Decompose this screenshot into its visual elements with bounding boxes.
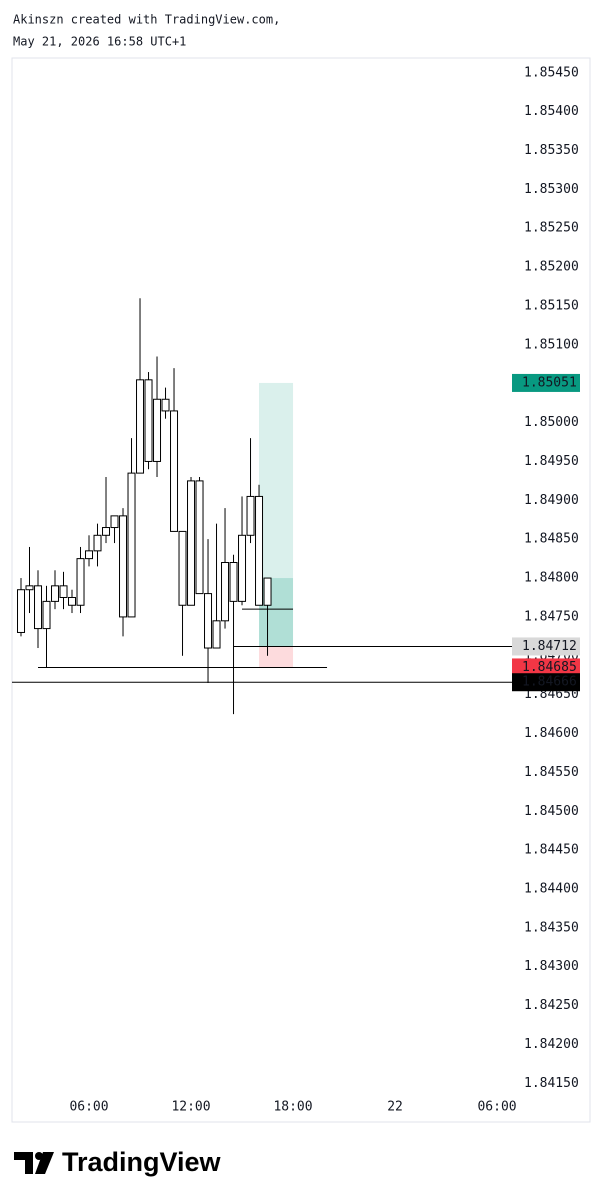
- candle-body: [195, 480, 204, 595]
- candle-body: [85, 550, 94, 560]
- price-label: 1.85051: [522, 375, 577, 390]
- stop-zone: [259, 646, 294, 668]
- price-label: 1.84685: [522, 660, 577, 675]
- candle-body: [221, 562, 230, 622]
- candle-body: [246, 495, 255, 536]
- y-tick-label: 1.84850: [524, 532, 579, 547]
- y-tick-label: 1.85350: [524, 143, 579, 158]
- candle-body: [93, 534, 102, 552]
- candle-body: [263, 577, 272, 606]
- candle-body: [127, 472, 136, 618]
- y-tick-label: 1.85150: [524, 298, 579, 313]
- time-axis: 06:00 12:00 18:00 22 06:00: [69, 1100, 516, 1115]
- y-tick-label: 1.85400: [524, 104, 579, 119]
- header-date: May 21, 2026 16:58 UTC+1: [13, 35, 186, 49]
- candle-body: [212, 620, 221, 649]
- x-tick-label: 12:00: [171, 1100, 210, 1115]
- price-label-bg: [512, 658, 580, 677]
- brand-name: TradingView: [62, 1147, 222, 1177]
- y-tick-label: 1.84400: [524, 881, 579, 896]
- y-tick-label: 1.84800: [524, 571, 579, 586]
- y-tick-label: 1.85450: [524, 65, 579, 80]
- y-tick-label: 1.85300: [524, 182, 579, 197]
- candle-body: [136, 379, 145, 474]
- candle-body: [17, 589, 26, 633]
- y-tick-label: 1.84300: [524, 959, 579, 974]
- chart-frame: [11, 57, 591, 1123]
- price-label: 1.84666: [522, 675, 577, 690]
- candle-body: [161, 398, 170, 412]
- candle-body: [25, 585, 34, 591]
- candle-body: [238, 534, 247, 602]
- logo: TradingView: [14, 1147, 222, 1177]
- y-tick-label: 1.84950: [524, 454, 579, 469]
- x-tick-label: 06:00: [69, 1100, 108, 1115]
- candle-body: [76, 558, 85, 606]
- y-tick-label: 1.84250: [524, 998, 579, 1013]
- candle-body: [110, 515, 119, 529]
- header-author: Akinszn created with TradingView.com,: [13, 13, 280, 27]
- candle-body: [144, 379, 153, 462]
- candle-body: [59, 585, 68, 598]
- plot-area: [12, 298, 512, 715]
- candle-body: [170, 410, 179, 532]
- y-tick-label: 1.84500: [524, 804, 579, 819]
- y-tick-label: 1.84750: [524, 609, 579, 624]
- y-tick-label: 1.84350: [524, 920, 579, 935]
- candle-body: [178, 530, 187, 606]
- price-label-bg: [512, 373, 580, 392]
- candle-body: [34, 585, 43, 630]
- price-label-bg: [512, 673, 580, 692]
- price-label-bg: [512, 637, 580, 656]
- y-tick-label: 1.84450: [524, 843, 579, 858]
- candle-body: [102, 527, 111, 536]
- y-tick-label: 1.85200: [524, 260, 579, 275]
- candle-body: [204, 593, 213, 649]
- y-tick-label: 1.84150: [524, 1076, 579, 1091]
- logo-mark: [14, 1152, 33, 1174]
- logo-slash: [35, 1152, 54, 1174]
- x-tick-label: 18:00: [273, 1100, 312, 1115]
- x-tick-label: 06:00: [477, 1100, 516, 1115]
- candle-body: [187, 480, 196, 606]
- price-label: 1.84712: [522, 639, 577, 654]
- candle-body: [153, 398, 162, 462]
- y-tick-label: 1.85000: [524, 415, 579, 430]
- y-tick-label: 1.84550: [524, 765, 579, 780]
- y-tick-label: 1.85250: [524, 221, 579, 236]
- y-tick-label: 1.84600: [524, 726, 579, 741]
- candle-body: [255, 495, 264, 606]
- candle-body: [68, 596, 77, 606]
- y-tick-label: 1.85100: [524, 337, 579, 352]
- candle-body: [229, 562, 238, 602]
- candle-body: [42, 600, 51, 630]
- price-axis: 1.85450 1.85400 1.85350 1.85300 1.85250 1.852…: [524, 65, 579, 1091]
- candle-body: [119, 515, 128, 618]
- y-tick-label: 1.84200: [524, 1037, 579, 1052]
- y-tick-label: 1.84900: [524, 493, 579, 508]
- candle-body: [51, 585, 60, 602]
- x-tick-label: 22: [387, 1100, 403, 1115]
